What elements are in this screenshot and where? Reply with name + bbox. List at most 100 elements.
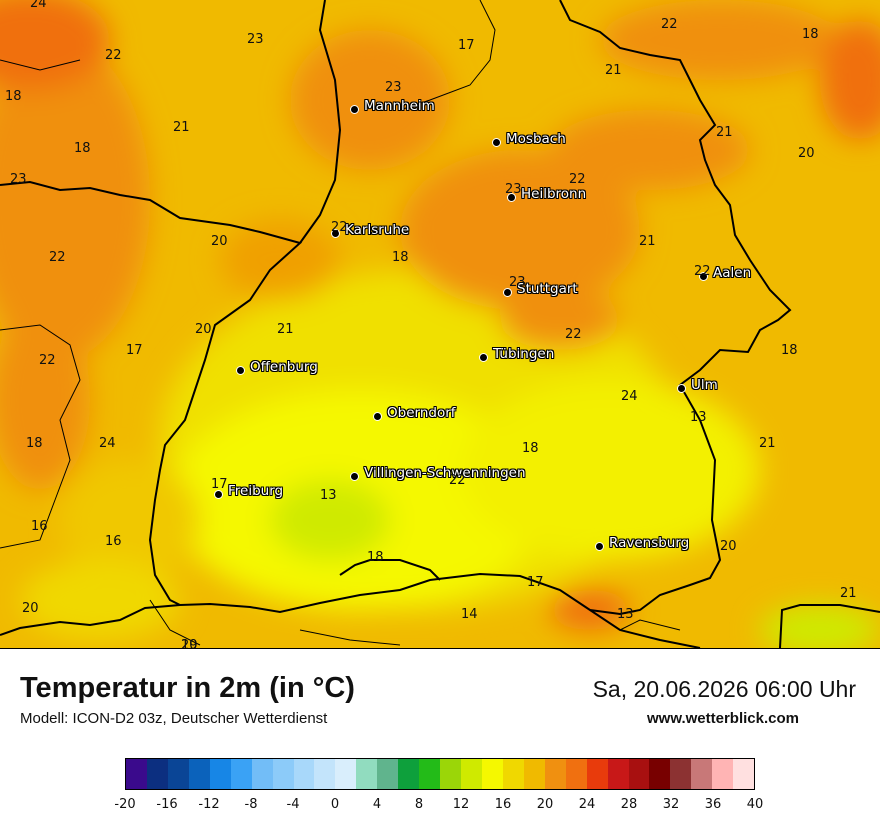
city-label: Villingen-Schwenningen [364,465,526,481]
temperature-label: 20 [181,638,198,649]
temperature-label: 22 [105,48,122,63]
city-label: Oberndorf [387,405,456,421]
legend-color-swatch [481,759,503,789]
state-border [0,0,880,648]
legend-color-swatch [188,759,210,789]
city-label: Tübingen [493,346,555,362]
city-dot [350,105,359,114]
temperature-label: 21 [277,322,294,337]
legend-color-swatch [314,759,336,789]
city-dot [492,138,501,147]
legend-color-swatch [440,759,461,789]
legend-color-swatch [733,759,755,789]
website-link[interactable]: www.wetterblick.com [647,710,799,727]
city-label: Mosbach [506,131,566,147]
temperature-label: 19 [181,638,198,649]
temperature-label: 18 [802,27,819,42]
legend-color-swatch [209,759,231,789]
city-label: Offenburg [250,359,318,375]
temperature-label: 21 [716,125,733,140]
temperature-label: 20 [22,601,39,616]
temperature-label: 17 [458,38,475,53]
city-label: Mannheim [364,98,435,114]
temperature-label: 18 [367,550,384,565]
legend-color-swatch [377,759,399,789]
temperature-label: 23 [385,80,402,95]
city-dot [595,542,604,551]
legend-tick-label: 28 [620,797,638,812]
temperature-label: 20 [195,322,212,337]
temperature-label: 18 [392,250,409,265]
legend-tick-label: 0 [330,797,340,812]
temperature-label: 17 [126,343,143,358]
temperature-label: 22 [569,172,586,187]
temperature-label: 18 [5,89,22,104]
temperature-label: 23 [509,275,526,290]
temperature-label: 21 [840,586,857,601]
temperature-label: 16 [105,534,122,549]
city-dot [699,272,708,281]
temperature-label: 22 [331,220,348,235]
legend-tick-label: 16 [494,797,512,812]
legend-color-swatch [335,759,357,789]
legend-color-swatch [649,759,671,789]
legend-color-swatch [565,759,587,789]
warm-field-orange-west [0,40,150,360]
legend-color-swatch [251,759,273,789]
temperature-label: 20 [798,146,815,161]
legend-tick-label: -12 [198,797,220,812]
temperature-label: 20 [720,539,737,554]
city-dot [350,472,359,481]
temperature-label: 22 [694,264,711,279]
legend-tick-label: 20 [536,797,554,812]
district-border [0,0,681,646]
temperature-label: 14 [461,607,478,622]
temperature-label: 22 [565,327,582,342]
city-dot [677,384,686,393]
city-label: Ulm [691,377,718,393]
temperature-label: 16 [31,519,48,534]
map-title: Temperatur in 2m (in °C) [20,672,355,704]
city-label: Ravensburg [609,535,690,551]
legend-tick-label: -20 [114,797,136,812]
legend-color-swatch [398,759,420,789]
legend-color-swatch [230,759,252,789]
legend-color-swatch [712,759,734,789]
legend-tick-label: 32 [662,797,680,812]
legend-tick-label: 4 [372,797,382,812]
city-dot [331,229,340,238]
temperature-label: 21 [605,63,622,78]
legend-color-swatch [523,759,545,789]
legend-color-swatch [586,759,608,789]
temperature-field [0,0,880,648]
temperature-label: 24 [621,389,638,404]
city-dot [214,490,223,499]
city-dot [236,366,245,375]
legend-color-swatch [670,759,692,789]
temperature-label: 24 [30,0,47,11]
legend-color-swatch [502,759,524,789]
temperature-label: 21 [759,436,776,451]
legend-color-swatch [544,759,566,789]
temperature-label: 18 [74,141,91,156]
city-dot [479,353,488,362]
legend-color-swatch [272,759,294,789]
city-label: Stuttgart [517,281,578,297]
legend-color-swatch [126,759,147,789]
legend-tick-label: -16 [156,797,178,812]
city-dot [503,288,512,297]
temperature-label: 24 [99,436,116,451]
legend-color-swatch [691,759,713,789]
city-label: Aalen [713,265,752,281]
city-label: Karlsruhe [345,222,410,238]
temperature-label: 22 [39,353,56,368]
temperature-label: 21 [639,234,656,249]
legend-tick-label: 24 [578,797,596,812]
legend-color-swatch [628,759,650,789]
temperature-label: 22 [661,17,678,32]
legend-tick-label: 36 [704,797,722,812]
legend-tick-label: 40 [746,797,764,812]
temperature-label: 23 [10,172,27,187]
temperature-label: 17 [211,477,228,492]
temperature-label: 20 [211,234,228,249]
